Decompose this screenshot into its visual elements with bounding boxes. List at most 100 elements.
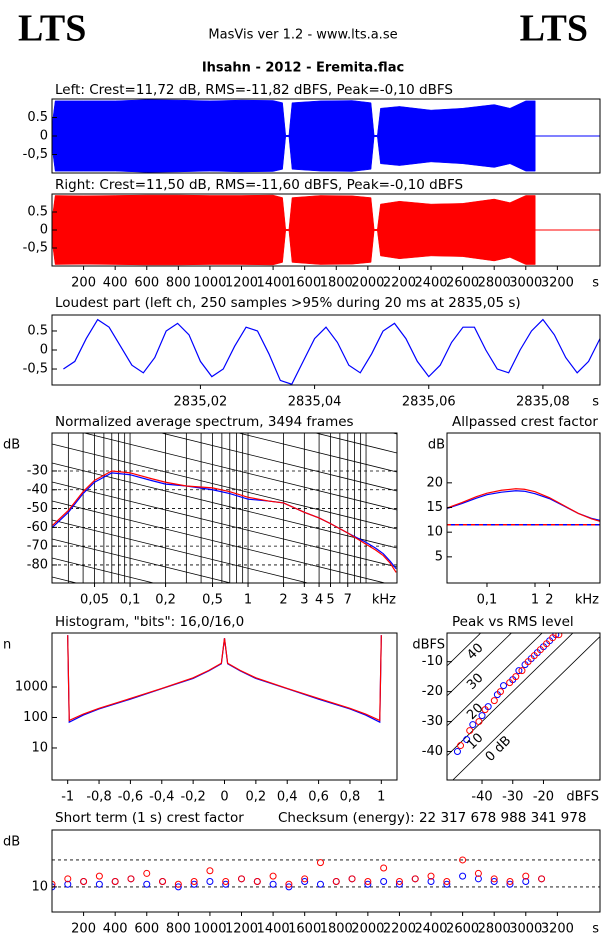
x-tick-label: 1200 xyxy=(225,922,258,937)
x-tick-label: 2000 xyxy=(351,276,384,291)
noise-slope-line xyxy=(314,433,397,454)
crest-diagonal xyxy=(452,636,600,780)
x-tick-label: 0,1 xyxy=(120,593,141,608)
data-point xyxy=(459,856,467,864)
x-tick-label: 2600 xyxy=(446,922,479,937)
crest-diagonal xyxy=(447,633,482,667)
data-point xyxy=(332,878,340,886)
data-point xyxy=(512,673,520,681)
y-tick-label: 15 xyxy=(426,500,443,515)
x-tick-label: 0,1 xyxy=(477,593,498,608)
data-point xyxy=(443,880,451,888)
y-unit: n xyxy=(3,638,11,653)
x-tick-label: -0,2 xyxy=(180,790,205,805)
data-point xyxy=(159,878,167,886)
x-tick-label: 200 xyxy=(71,276,96,291)
data-point xyxy=(316,880,324,888)
plot-area xyxy=(52,856,600,891)
y-tick-label: 0.5 xyxy=(27,205,48,220)
x-tick-label: 1200 xyxy=(225,276,258,291)
x-tick-label: 800 xyxy=(166,276,191,291)
x-tick-label: 0,2 xyxy=(246,790,267,805)
data-point xyxy=(506,679,514,687)
x-tick-label: 0,4 xyxy=(277,790,298,805)
data-point xyxy=(515,667,523,675)
data-point xyxy=(238,875,246,883)
data-point xyxy=(395,880,403,888)
panel-title: Normalized average spectrum, 3494 frames xyxy=(55,414,354,430)
data-point xyxy=(380,878,388,886)
data-point xyxy=(427,878,435,886)
y-tick-label: 0 xyxy=(40,343,48,358)
x-tick-label: 3200 xyxy=(541,922,574,937)
plot-area xyxy=(447,488,600,526)
x-tick-label: 2600 xyxy=(446,276,479,291)
data-line xyxy=(63,318,600,385)
data-point xyxy=(301,875,309,883)
panel-title: Peak vs RMS level xyxy=(452,614,574,630)
y-tick-label: -50 xyxy=(27,501,48,516)
y-tick-label: -10 xyxy=(422,654,443,669)
y-tick-label: -70 xyxy=(27,539,48,554)
waveform xyxy=(52,99,536,173)
data-point xyxy=(518,667,526,675)
data-point xyxy=(453,748,461,756)
x-tick-label: -0,4 xyxy=(149,790,174,805)
crest-diagonal xyxy=(447,633,512,697)
panel-title: Allpassed crest factor xyxy=(452,414,598,430)
data-point xyxy=(395,878,403,886)
x-tick-label: 5 xyxy=(326,593,334,608)
noise-slope-line xyxy=(52,481,397,568)
data-point xyxy=(95,872,103,880)
data-point xyxy=(524,658,532,666)
app-name: MasVis ver 1.2 - www.lts.a.se xyxy=(208,28,397,43)
x-tick-label: 2835,02 xyxy=(174,395,228,410)
x-tick-label: 0,8 xyxy=(340,790,361,805)
x-tick-label: 3000 xyxy=(509,922,542,937)
x-tick-label: 1400 xyxy=(257,922,290,937)
panel-title: Loudest part (left ch, 250 samples >95% … xyxy=(55,295,521,311)
file-name: Ihsahn - 2012 - Eremita.flac xyxy=(202,61,404,76)
data-point xyxy=(474,869,482,877)
y-tick-label: -30 xyxy=(27,463,48,478)
x-tick-label: 0,05 xyxy=(80,593,109,608)
x-unit: dBFS xyxy=(566,790,599,805)
noise-slope-line xyxy=(52,538,233,583)
x-tick-label: -20 xyxy=(533,790,554,805)
y-tick-label: -80 xyxy=(27,557,48,572)
y-tick-label: -0,5 xyxy=(23,147,48,162)
data-point xyxy=(64,880,72,888)
waveform xyxy=(52,194,536,266)
x-tick-label: 2835,08 xyxy=(516,395,570,410)
x-tick-label: 2200 xyxy=(383,276,416,291)
x-tick-label: 2400 xyxy=(414,276,447,291)
x-tick-label: 2000 xyxy=(351,922,384,937)
data-point xyxy=(301,878,309,886)
data-point xyxy=(490,697,498,705)
data-line xyxy=(52,470,397,573)
data-point xyxy=(496,688,504,696)
x-tick-label: 2200 xyxy=(383,922,416,937)
y-tick-label: 0.5 xyxy=(27,110,48,125)
data-point xyxy=(427,872,435,880)
data-point xyxy=(269,872,277,880)
x-tick-label: 1000 xyxy=(193,276,226,291)
y-tick-label: -0,5 xyxy=(23,241,48,256)
data-point xyxy=(143,869,151,877)
x-tick-label: 1 xyxy=(531,593,539,608)
noise-slope-line xyxy=(52,557,156,583)
data-point xyxy=(481,706,489,714)
y-tick-label: 5 xyxy=(435,549,443,564)
x-tick-label: 7 xyxy=(344,593,352,608)
x-tick-label: 2835,06 xyxy=(402,395,456,410)
data-point xyxy=(522,878,530,886)
x-tick-label: 2800 xyxy=(478,276,511,291)
x-tick-label: 1600 xyxy=(288,276,321,291)
data-point xyxy=(143,880,151,888)
plot-frame xyxy=(51,829,601,913)
plot-frame xyxy=(51,314,601,386)
x-tick-label: 600 xyxy=(134,922,159,937)
data-point xyxy=(475,718,483,726)
